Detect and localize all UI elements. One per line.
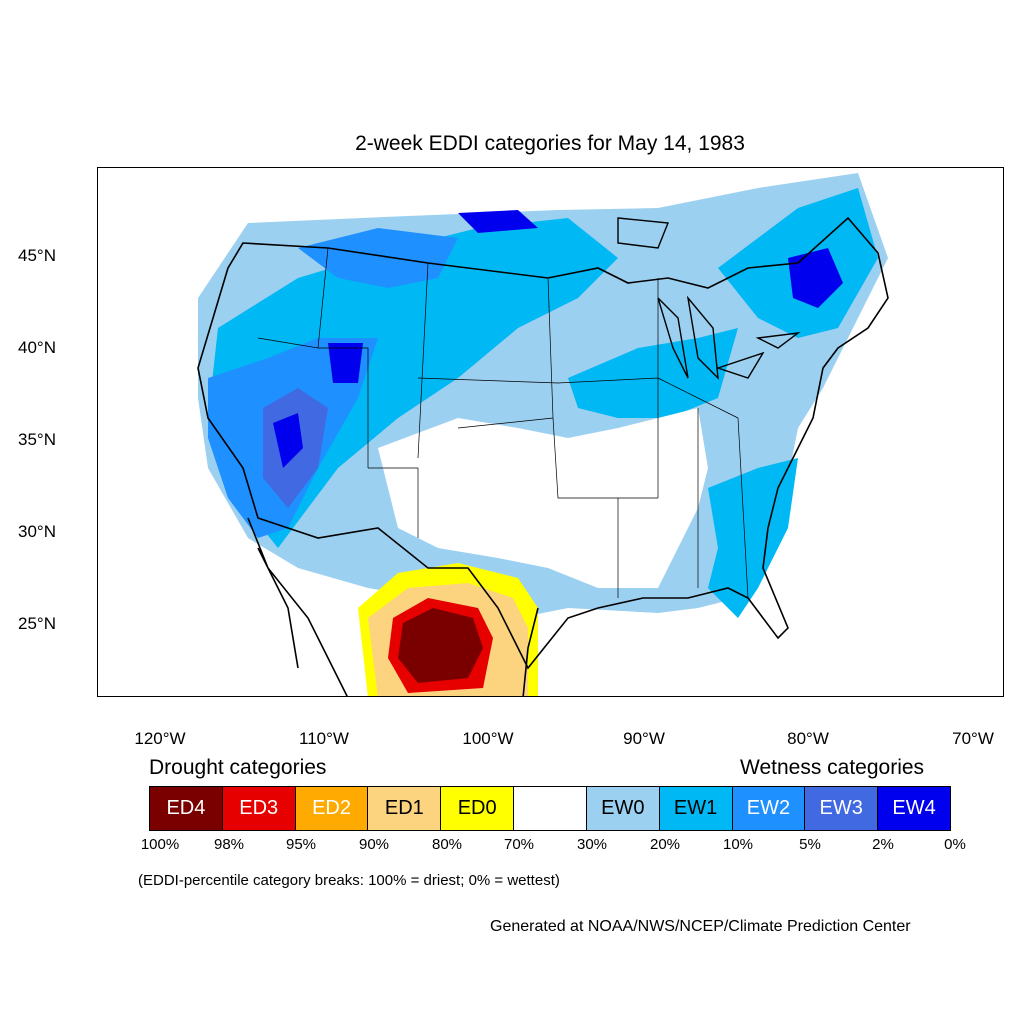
percent-break-2: 2% [872,836,894,853]
percent-break-5: 5% [799,836,821,853]
percent-break-100: 100% [140,836,180,853]
percent-break-90: 90% [358,836,390,853]
legend-swatch-ed4: ED4 [150,787,223,830]
map-panel [97,167,1004,697]
wet-region-ew4-west [273,413,303,468]
percent-break-80: 80% [431,836,463,853]
great-lakes-outline [617,217,801,380]
legend-swatch-neutral [514,787,587,830]
wet-region-ew1-east [568,328,738,418]
category-breaks-note: (EDDI-percentile category breaks: 100% =… [138,872,560,889]
legend-swatch-ew4: EW4 [878,787,950,830]
percent-break-30: 30% [576,836,608,853]
lon-label-120w: 120°W [134,729,186,748]
lon-label-70w: 70°W [952,729,994,748]
wet-region-ew4-northeast [788,248,843,308]
lat-label-40n: 40°N [18,338,56,357]
eddi-map [197,173,889,696]
mexico-coast [247,517,539,696]
percent-break-20: 20% [649,836,681,853]
lat-label-30n: 30°N [18,522,56,541]
legend-swatch-ew1: EW1 [659,787,733,830]
percent-break-10: 10% [722,836,754,853]
wet-region-ew4-lake-superior [458,210,538,233]
lat-label-45n: 45°N [18,246,56,265]
lat-label-25n: 25°N [18,614,56,633]
wet-region-ew2-north [298,228,458,288]
legend-swatch-ew3: EW3 [805,787,879,830]
percent-break-70: 70% [503,836,535,853]
lon-label-90w: 90°W [623,729,665,748]
percent-break-98: 98% [213,836,245,853]
legend-swatch-ed1: ED1 [368,787,442,830]
legend-swatch-ed2: ED2 [295,787,369,830]
drought-categories-label: Drought categories [149,756,327,779]
category-color-legend: ED4 ED3 ED2 ED1 ED0 EW0 EW1 EW2 EW3 EW4 [149,786,951,831]
neutral-region-plains [378,408,708,588]
legend-swatch-ew0: EW0 [586,787,660,830]
us-outline [197,216,889,670]
lon-label-80w: 80°W [787,729,829,748]
credit-line: Generated at NOAA/NWS/NCEP/Climate Predi… [490,918,911,935]
legend-swatch-ed3: ED3 [222,787,296,830]
map-title: 2-week EDDI categories for May 14, 1983 [355,132,745,155]
drought-region-ed4 [398,608,483,683]
lat-label-35n: 35°N [18,430,56,449]
lon-label-100w: 100°W [462,729,514,748]
state-lines [257,247,749,599]
legend-swatch-ed0: ED0 [441,787,515,830]
wetness-categories-label: Wetness categories [740,756,925,779]
wet-region-ew4-rockies [328,343,363,383]
percent-break-0: 0% [944,836,966,853]
lon-label-110w: 110°W [299,729,349,748]
percent-break-95: 95% [285,836,317,853]
legend-swatch-ew2: EW2 [732,787,806,830]
